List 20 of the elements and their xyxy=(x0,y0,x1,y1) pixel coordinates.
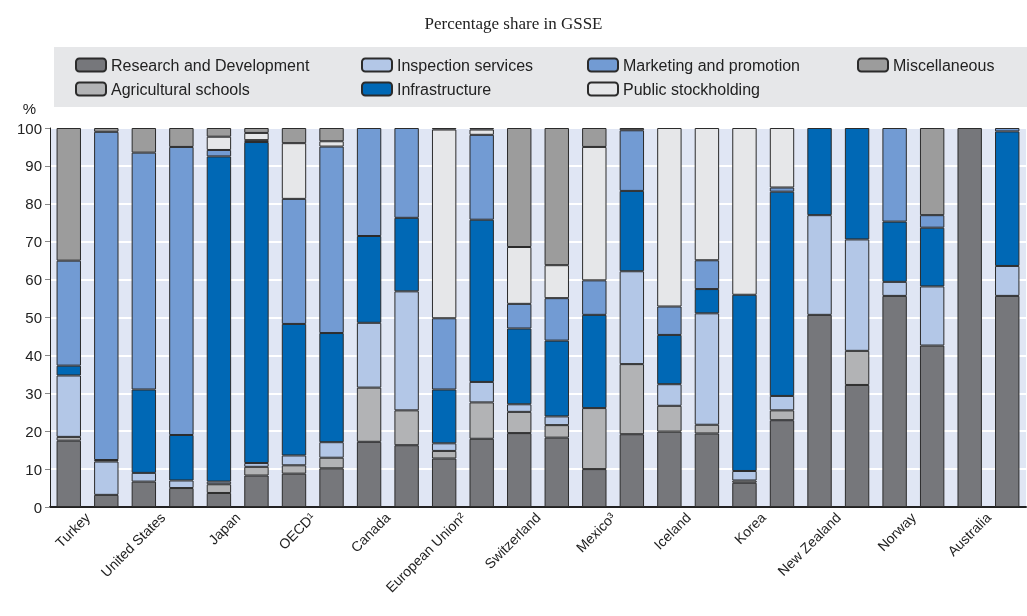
y-tick-label: 50 xyxy=(25,309,42,326)
legend-label: Research and Development xyxy=(111,56,310,74)
y-tick-label: 60 xyxy=(25,271,42,289)
y-tick-label: 100 xyxy=(16,119,42,137)
legend-label: Agricultural schools xyxy=(111,80,250,98)
y-tick-label: 40 xyxy=(25,346,42,364)
y-tick-label: 70 xyxy=(25,233,42,251)
legend-label: Marketing and promotion xyxy=(623,56,800,74)
y-tick-label: 90 xyxy=(25,157,42,175)
legend-label: Miscellaneous xyxy=(893,56,995,74)
legend-label: Public stockholding xyxy=(623,80,760,98)
y-tick-label: 20 xyxy=(25,422,42,440)
legend-label: Inspection services xyxy=(397,56,534,74)
y-tick-label: 10 xyxy=(25,460,42,478)
y-tick-label: 0 xyxy=(33,498,42,516)
y-tick-label: 80 xyxy=(25,195,42,213)
chart-title: Percentage share in GSSE xyxy=(424,14,603,33)
y-tick-label: 30 xyxy=(25,384,42,402)
legend-label: Infrastructure xyxy=(397,80,492,98)
y-axis-title: % xyxy=(22,100,36,117)
